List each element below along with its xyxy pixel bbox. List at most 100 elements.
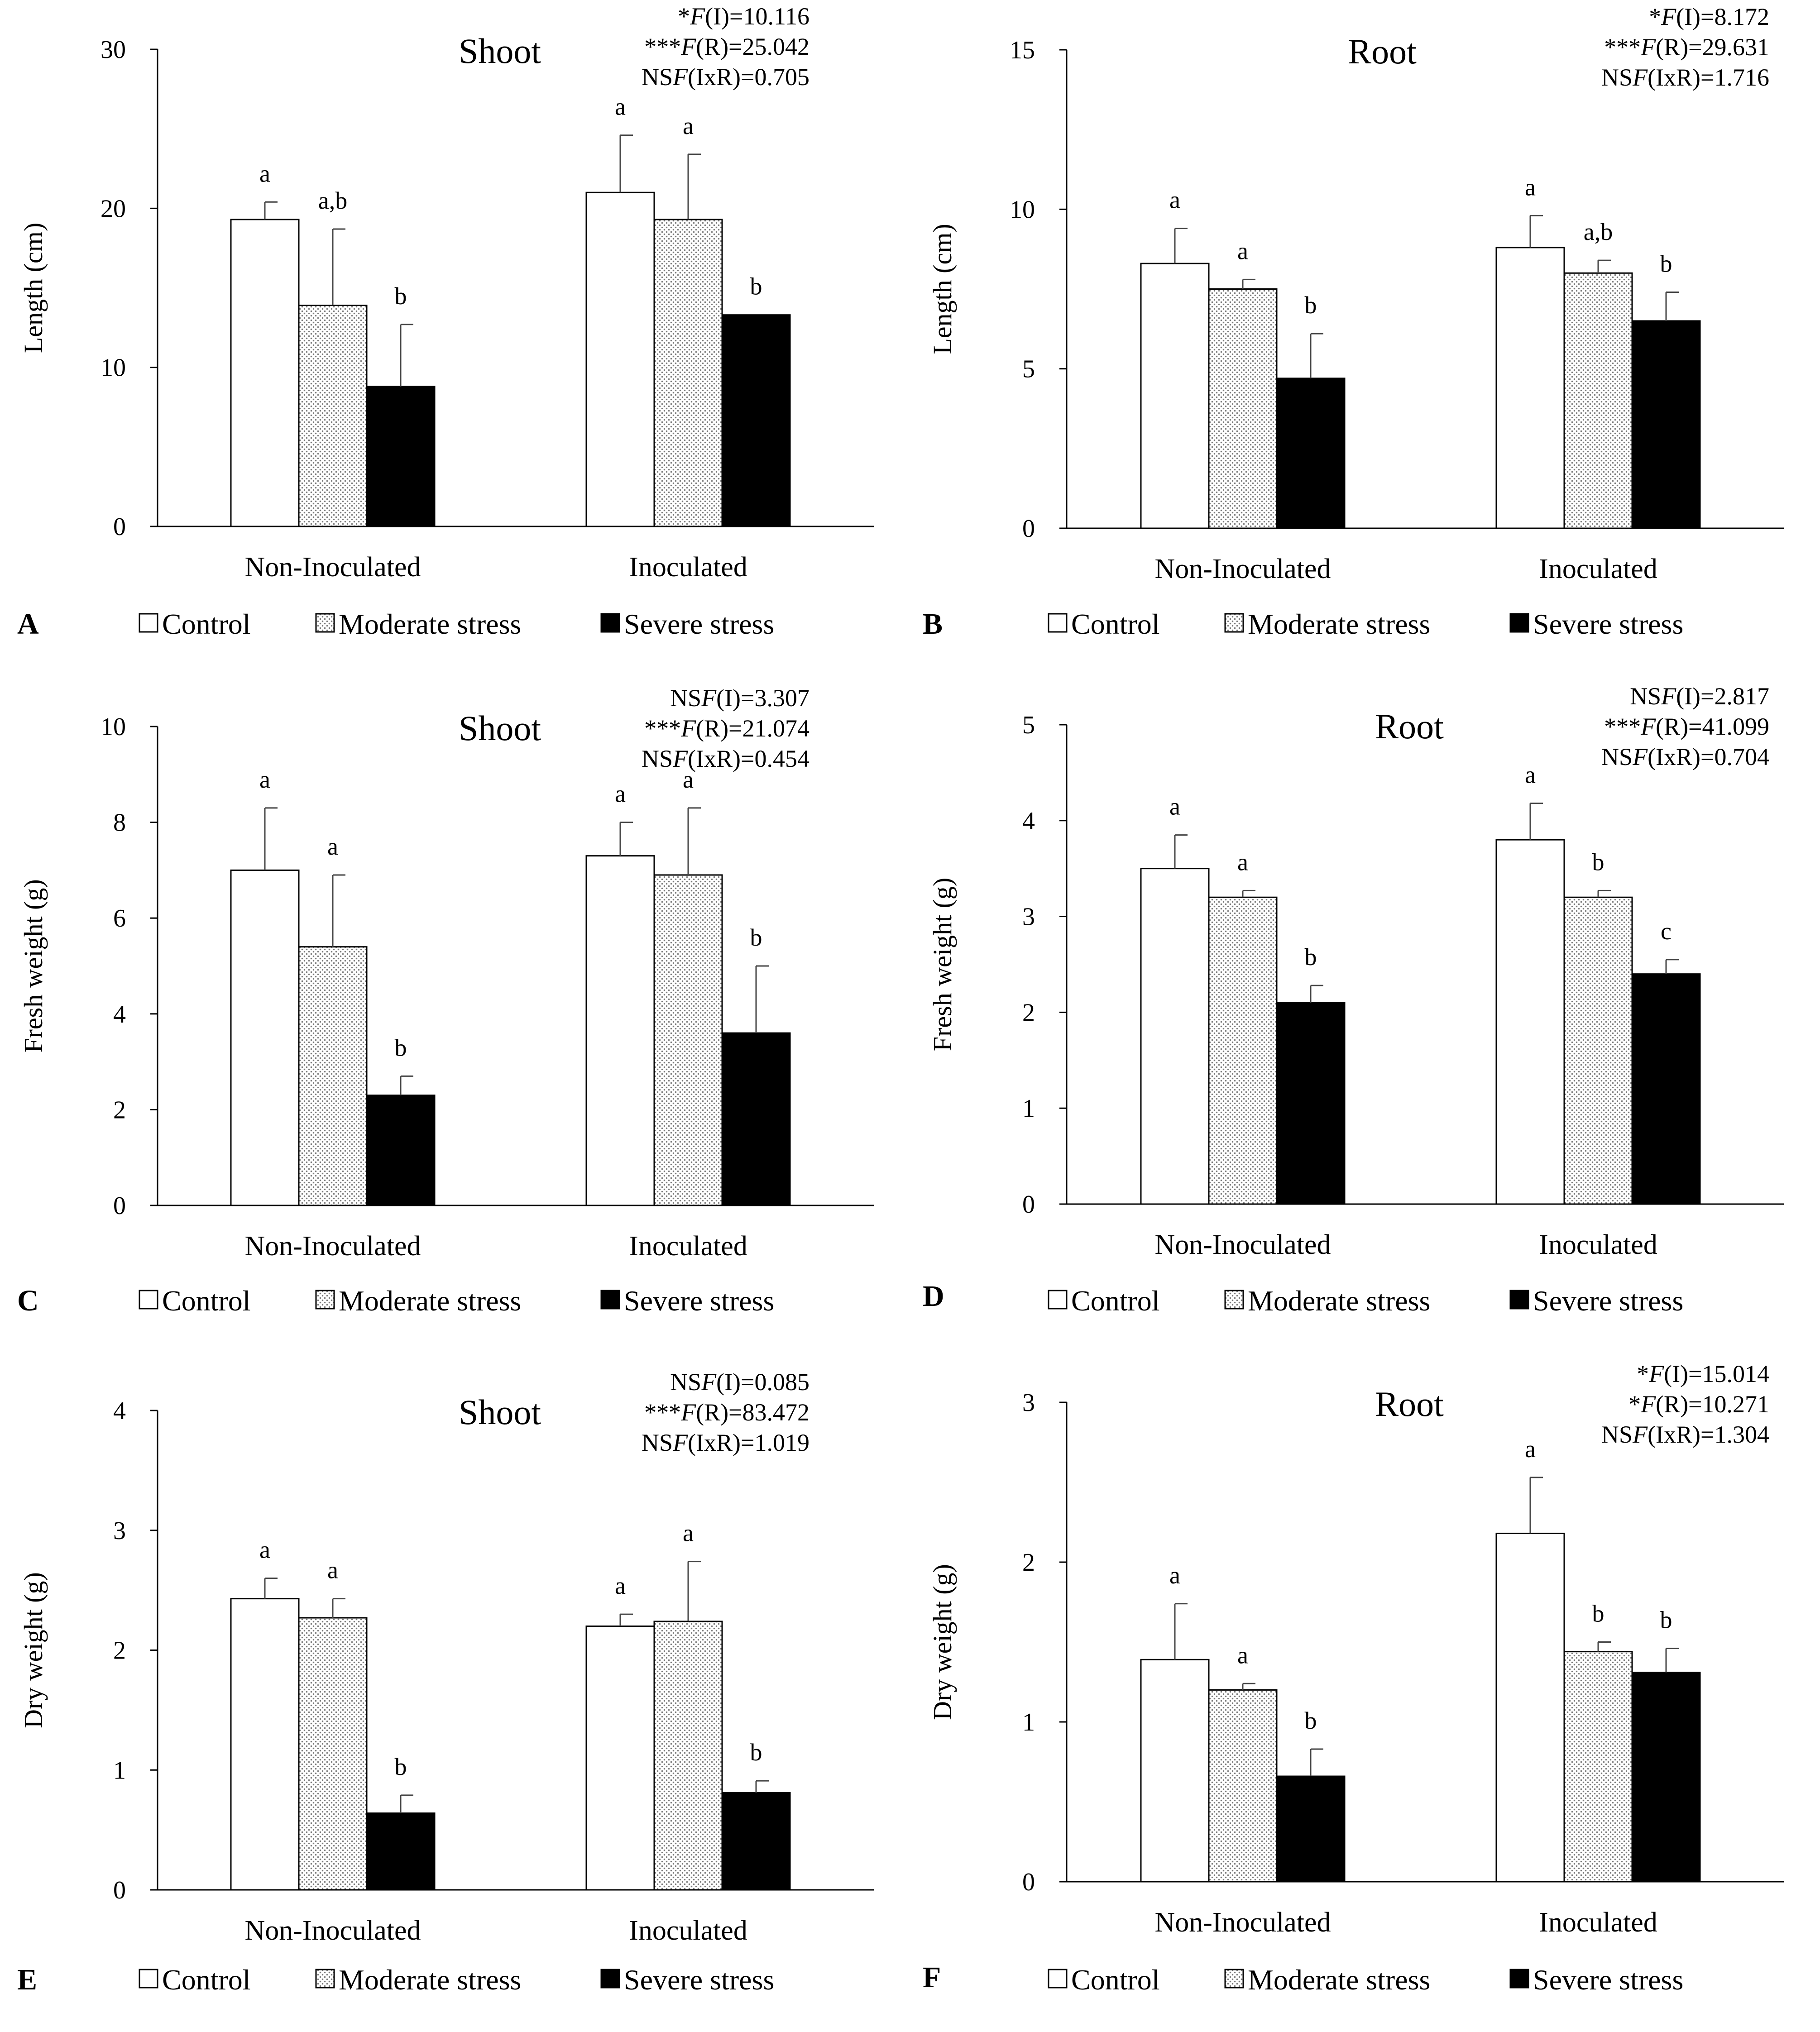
x-category-label: Non-Inoculated	[1154, 554, 1331, 584]
panel-label: E	[17, 1963, 37, 1996]
significance-letter: b	[395, 282, 407, 310]
bar	[230, 869, 300, 1206]
stat-line: ***F(R)=41.099	[1604, 713, 1769, 740]
significance-letter: a	[683, 112, 694, 139]
y-tick-label: 0	[1022, 1868, 1035, 1896]
x-category-label: Inoculated	[1539, 554, 1657, 584]
significance-letter: b	[1592, 848, 1604, 875]
stat-line: NSF(I)=3.307	[670, 684, 809, 712]
panel-b: 0 5 10 15 Length (cm) Root *F(I)=8.172 ***F(R)=…	[923, 3, 1784, 641]
stat-line: ***F(R)=83.472	[644, 1399, 809, 1426]
significance-letter: b	[1592, 1600, 1604, 1627]
x-category-label: Inoculated	[1539, 1907, 1657, 1938]
significance-letter: a	[1525, 761, 1536, 789]
significance-letter: a,b	[1584, 218, 1613, 245]
stat-line: NSF(IxR)=1.716	[1601, 64, 1769, 91]
significance-letter: a	[259, 160, 270, 187]
stat-line: *F(I)=15.014	[1637, 1360, 1769, 1387]
y-tick-label: 6	[113, 904, 126, 932]
bar	[366, 1095, 436, 1206]
bar	[1631, 320, 1701, 529]
bar	[721, 1792, 791, 1891]
significance-letter: a	[615, 93, 626, 120]
legend-swatch	[1224, 613, 1244, 633]
legend-entry: Moderate stress	[1248, 1285, 1430, 1317]
panel-label: B	[923, 607, 943, 641]
y-tick-label: 4	[113, 1000, 126, 1028]
x-category-label: Inoculated	[1539, 1229, 1657, 1260]
y-axis-label: Length (cm)	[928, 224, 957, 354]
legend-swatch	[1048, 1290, 1068, 1310]
bar	[1495, 1532, 1565, 1883]
y-axis-label: Length (cm)	[19, 223, 48, 353]
legend-swatch	[1048, 613, 1068, 633]
stat-line: NSF(IxR)=1.019	[642, 1429, 809, 1456]
significance-letter: b	[395, 1034, 407, 1061]
legend-swatch	[315, 613, 335, 633]
significance-letter: a,b	[318, 187, 347, 214]
legend-swatch	[1224, 1290, 1244, 1310]
panel-f: 0 1 2 3 Dry weight (g) Root *F(I)=15.014 *F(R)=…	[923, 1360, 1784, 1996]
legend-swatch	[600, 1969, 620, 1989]
y-tick-label: 1	[113, 1756, 126, 1784]
bar	[1495, 247, 1565, 529]
y-tick-label: 0	[113, 1876, 126, 1904]
x-category-label: Non-Inoculated	[1154, 1907, 1331, 1938]
legend-swatch	[600, 1290, 620, 1310]
panel-c: 0 2 4 6 8 10 Fresh weight (g) Shoot NSF(I)=3.307…	[17, 684, 874, 1317]
bar	[1140, 868, 1210, 1205]
panel-a: 0 10 20 30 Length (cm) Shoot *F(I)=10.116 ***F(…	[17, 3, 874, 641]
x-category-label: Non-Inoculated	[244, 552, 421, 583]
y-tick-label: 5	[1022, 355, 1035, 383]
legend-entry: Control	[1071, 608, 1160, 640]
y-tick-label: 0	[113, 1192, 126, 1220]
significance-letter: b	[395, 1753, 407, 1780]
significance-letter: b	[750, 1739, 762, 1766]
y-tick-label: 2	[113, 1096, 126, 1124]
x-category-label: Inoculated	[629, 552, 747, 583]
significance-letter: b	[750, 273, 762, 300]
bar	[1208, 1689, 1278, 1883]
significance-letter: b	[750, 924, 762, 951]
x-category-label: Non-Inoculated	[1154, 1229, 1331, 1260]
significance-letter: b	[1305, 943, 1317, 971]
legend-swatch	[1224, 1969, 1244, 1989]
y-axis-label: Dry weight (g)	[928, 1564, 957, 1720]
bar	[1276, 378, 1346, 529]
y-tick-label: 1	[1022, 1095, 1035, 1123]
x-category-label: Non-Inoculated	[244, 1915, 421, 1946]
stat-line: *F(I)=10.116	[678, 3, 809, 30]
panel-label: F	[923, 1961, 941, 1994]
panel-label: D	[923, 1280, 944, 1313]
significance-letter: a	[259, 766, 270, 793]
bar	[298, 305, 368, 527]
significance-letter: a	[683, 1520, 694, 1547]
significance-letter: a	[1169, 793, 1180, 820]
legend-entry: Moderate stress	[1248, 1964, 1430, 1996]
significance-letter: a	[1525, 173, 1536, 201]
legend-entry: Moderate stress	[1248, 608, 1430, 640]
significance-letter: a	[1237, 1641, 1248, 1669]
significance-letter: a	[1237, 237, 1248, 264]
significance-letter: a	[327, 833, 338, 860]
x-category-label: Inoculated	[629, 1915, 747, 1946]
bar	[366, 386, 436, 527]
legend-swatch	[1048, 1969, 1068, 1989]
legend-swatch	[139, 1969, 158, 1989]
panel-label: C	[17, 1284, 39, 1317]
legend-swatch	[1509, 613, 1529, 633]
x-category-label: Inoculated	[629, 1231, 747, 1262]
y-axis-label: Fresh weight (g)	[928, 878, 957, 1051]
y-axis-label: Fresh weight (g)	[19, 879, 48, 1052]
significance-letter: b	[1660, 1606, 1672, 1634]
bar	[585, 1626, 655, 1891]
legend-swatch	[600, 613, 620, 633]
y-tick-label: 0	[1022, 1191, 1035, 1219]
y-tick-label: 0	[113, 513, 126, 541]
stat-line: NSF(IxR)=0.705	[642, 63, 809, 91]
stat-line: NSF(IxR)=0.454	[642, 745, 809, 772]
bar	[585, 191, 655, 527]
y-axis-label: Dry weight (g)	[19, 1572, 48, 1728]
bar	[1631, 1672, 1701, 1883]
